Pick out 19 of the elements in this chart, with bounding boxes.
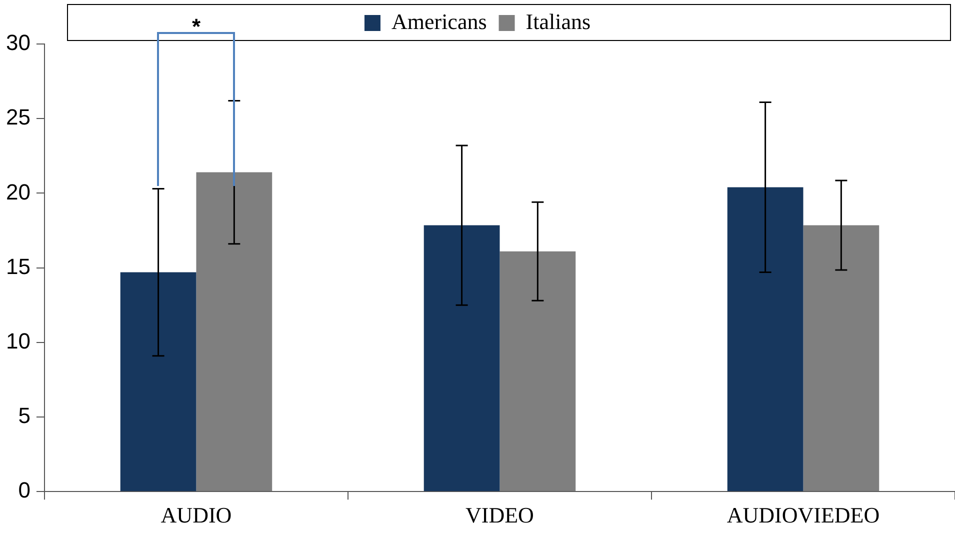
y-tick-label: 0 [18,478,30,503]
y-tick-label: 20 [6,179,30,204]
x-tick-label: AUDIO [160,502,232,528]
y-tick-label: 30 [6,30,30,56]
y-tick-label: 10 [6,328,30,354]
bar [120,272,196,492]
bar [500,251,576,492]
x-tick-label: VIDEO [466,502,534,528]
bar [424,225,500,492]
legend-label: Italians [526,8,591,34]
y-tick-label: 25 [6,104,30,130]
bar [803,225,880,492]
x-tick-label: AUDIOVIEDEO [726,502,880,528]
y-tick-label: 5 [18,403,30,428]
y-tick-label: 15 [6,254,30,279]
bar [727,187,804,492]
text: * [192,14,200,39]
legend-label: Americans [391,8,487,34]
bar [196,172,272,492]
